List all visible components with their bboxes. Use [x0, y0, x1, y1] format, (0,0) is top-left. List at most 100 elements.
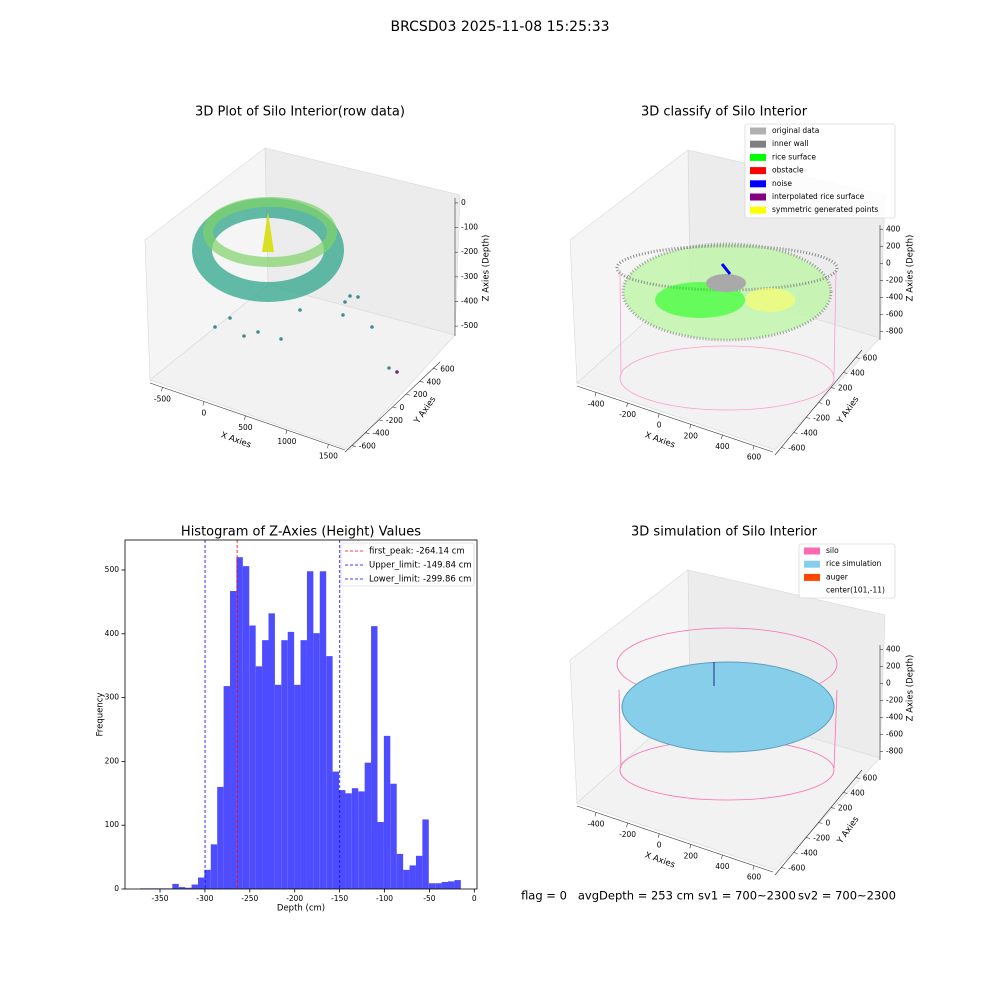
bar	[185, 887, 192, 889]
x-tick	[327, 444, 329, 449]
y-tick	[855, 357, 860, 359]
figure-title: BRCSD03 2025-11-08 15:25:33	[390, 19, 609, 35]
bar	[364, 762, 372, 889]
legend-swatch	[750, 193, 766, 201]
y-axis-label: Frequency	[96, 693, 106, 737]
y-tick-label: -200	[813, 834, 830, 843]
y-tick-label: 0	[114, 884, 119, 893]
bar	[172, 883, 179, 889]
legend-label: center(101,-11)	[826, 586, 885, 595]
z-tick-label: 200	[886, 241, 901, 250]
y-tick-label: 600	[863, 774, 878, 783]
y-tick	[781, 447, 786, 449]
y-tick-label: -600	[359, 442, 376, 451]
legend-label: inner wall	[772, 139, 809, 148]
bar	[204, 869, 211, 889]
z-tick-label: -600	[886, 309, 903, 318]
bar	[377, 822, 384, 889]
x-tick	[626, 402, 628, 408]
y-tick	[843, 792, 848, 794]
bar	[191, 884, 198, 889]
bar	[409, 865, 416, 889]
bar	[383, 735, 391, 889]
y-tick	[830, 387, 836, 389]
chart-title: 3D classify of Silo Interior	[641, 105, 808, 120]
bar	[255, 666, 263, 889]
rice-simulation	[621, 661, 835, 753]
legend-label: original data	[772, 126, 819, 135]
bar	[422, 819, 429, 889]
legend-swatch	[804, 547, 820, 555]
x-tick	[244, 415, 246, 420]
y-tick-label: 400	[427, 377, 442, 386]
y-tick-label: 500	[105, 565, 120, 574]
y-tick-label: 0	[826, 819, 831, 828]
point-cloud-raw	[192, 197, 399, 374]
y-tick	[855, 777, 860, 779]
status-text: sv2 = 700~2300	[798, 889, 896, 903]
bar	[300, 640, 307, 889]
z-tick-label: -800	[886, 326, 903, 335]
bar	[249, 625, 256, 889]
bar	[448, 881, 455, 889]
z-tick-label: 400	[886, 644, 901, 653]
cloud-dots	[213, 294, 399, 374]
original-cluster	[706, 274, 746, 292]
silo-side	[833, 689, 838, 769]
y-tick	[781, 867, 786, 869]
y-tick-label: 0	[400, 403, 405, 412]
bar	[230, 591, 237, 889]
bar	[435, 883, 442, 889]
legend-box	[340, 542, 475, 587]
y-tick-label: 400	[850, 789, 865, 798]
x-tick	[721, 854, 723, 860]
x-axis-label: Depth (cm)	[277, 904, 325, 914]
x-tick-label: 0	[202, 409, 207, 418]
x-tick-label: 1500	[319, 451, 338, 460]
x-tick-label: 0	[657, 421, 662, 430]
x-tick-label: -500	[154, 394, 171, 403]
bar	[268, 613, 275, 889]
x-tick-label: -350	[152, 894, 169, 903]
x-axis-line	[576, 805, 774, 873]
x-tick	[657, 413, 660, 418]
y-tick-label: 200	[413, 390, 428, 399]
bar	[454, 880, 461, 889]
z-tick-label: 200	[886, 661, 901, 670]
x-tick-label: 200	[684, 851, 699, 860]
bar	[403, 869, 410, 889]
x-tick-label: -400	[587, 399, 604, 408]
x-tick	[161, 387, 163, 392]
silo-bottom	[619, 345, 835, 411]
x-tick-label: 400	[715, 442, 730, 451]
z-axis-label: Z Axies (Depth)	[906, 235, 916, 302]
cloud-ring	[192, 198, 344, 302]
y-tick-label: 600	[863, 354, 878, 363]
bar	[396, 853, 404, 889]
x-tick-label: -200	[619, 410, 636, 419]
bar	[281, 640, 288, 889]
x-tick	[594, 812, 597, 817]
silo-side	[619, 269, 622, 376]
y-tick	[378, 419, 384, 422]
z-tick-label: -400	[461, 297, 478, 306]
axes-frame	[124, 539, 478, 890]
x-tick	[285, 429, 288, 435]
generated-cluster	[745, 288, 795, 312]
x-tick	[752, 865, 755, 870]
bar	[390, 783, 397, 889]
x-tick-label: 200	[684, 431, 699, 440]
bar	[294, 684, 301, 889]
x-axis-line	[576, 385, 774, 453]
y-tick-label: -200	[813, 414, 830, 423]
bar	[210, 844, 218, 889]
z-axis-label: Z Axies (Depth)	[482, 235, 492, 302]
z-tick-label: -200	[886, 275, 903, 284]
bar	[358, 791, 365, 889]
x-tick	[594, 392, 597, 397]
x-tick-label: -200	[619, 830, 636, 839]
y-tick-label: 400	[105, 629, 120, 638]
x-tick	[721, 434, 723, 440]
x-tick-label: 1000	[277, 437, 296, 446]
y-tick-label: -600	[788, 444, 805, 453]
